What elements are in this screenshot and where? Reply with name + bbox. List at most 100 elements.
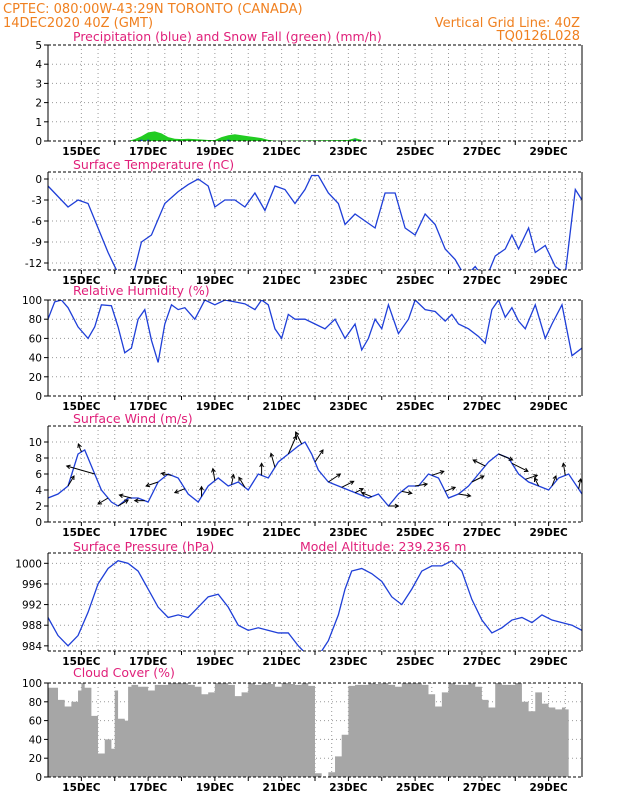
precip-bar — [227, 139, 230, 141]
wind-vector — [431, 470, 444, 476]
precip-y-tick-label: 3 — [35, 78, 42, 90]
wind-vector-head — [133, 498, 139, 504]
rh-y-tick-label: 0 — [35, 391, 42, 403]
wind-vector — [498, 453, 513, 461]
wind-vector — [119, 494, 132, 499]
header-line2-left: 14DEC2020 40Z (GMT) — [3, 16, 153, 31]
temp-x-tick-label: 15DEC — [62, 275, 101, 287]
precip-y-tick-label: 1 — [35, 117, 42, 129]
cloud-y-tick-label: 60 — [29, 716, 42, 728]
rh-title: Relative Humidity (%) — [73, 283, 210, 298]
wind-vector-head — [451, 486, 457, 491]
cloud-x-tick-label: 29DEC — [530, 782, 569, 794]
temp-x-tick-label: 29DEC — [530, 275, 569, 287]
wind-y-tick-label: 2 — [35, 501, 42, 513]
wind-vector — [161, 472, 172, 476]
precip-x-tick-label: 21DEC — [263, 146, 302, 158]
precip-y-tick-label: 2 — [35, 98, 42, 110]
precip-x-tick-label: 23DEC — [329, 146, 368, 158]
pressure-x-tick-label: 17DEC — [129, 656, 168, 668]
wind-vector-head — [230, 473, 236, 479]
rh-y-tick-label: 100 — [22, 295, 42, 307]
wind-vector — [578, 478, 582, 490]
temp-y-tick-label: -6 — [32, 216, 43, 228]
wind-vector-head — [360, 491, 366, 497]
wind-y-tick-label: 10 — [29, 437, 42, 449]
precip-x-tick-label: 19DEC — [196, 146, 235, 158]
wind-vector — [117, 499, 129, 507]
wind-vector-head — [124, 499, 129, 504]
wind-vector-head — [439, 470, 445, 475]
pressure-x-tick-label: 27DEC — [463, 656, 502, 668]
cloud-x-tick-label: 25DEC — [396, 782, 435, 794]
precip-bar — [354, 139, 357, 141]
wind-vector — [212, 468, 216, 481]
precip-x-tick-label: 29DEC — [530, 146, 569, 158]
wind-vector — [458, 493, 471, 497]
snowfall-area — [128, 131, 362, 141]
rh-x-tick-label: 21DEC — [263, 401, 302, 413]
cloud-x-tick-label: 15DEC — [62, 782, 101, 794]
wind-vector-head — [533, 474, 539, 479]
wind-vector — [354, 488, 364, 494]
wind-vector-head — [292, 435, 298, 441]
wind-vector — [534, 477, 540, 487]
wind-y-tick-label: 6 — [35, 469, 42, 481]
wind-x-tick-label: 23DEC — [329, 527, 368, 539]
precip-y-tick-label: 5 — [35, 40, 42, 52]
rh-y-tick-label: 60 — [29, 333, 42, 345]
wind-vector-head — [577, 477, 583, 483]
wind-x-tick-label: 25DEC — [396, 527, 435, 539]
wind-vector — [77, 443, 82, 453]
cloud-y-tick-label: 100 — [22, 678, 42, 690]
cloud-x-tick-label: 23DEC — [329, 782, 368, 794]
wind-vector-head — [479, 475, 485, 480]
wind-vector — [511, 462, 529, 472]
wind-vector — [562, 463, 566, 476]
wind-vector-head — [533, 477, 539, 483]
rh-y-tick-label: 80 — [29, 314, 42, 326]
wind-vector-head — [145, 482, 151, 488]
wind-vector — [401, 490, 412, 494]
wind-vector — [287, 435, 297, 455]
rh-x-tick-label: 15DEC — [62, 401, 101, 413]
wind-vector — [66, 465, 95, 475]
pressure-y-tick-label: 996 — [22, 579, 42, 591]
temp-title: Surface Temperature (nC) — [73, 157, 234, 172]
wind-x-tick-label: 15DEC — [62, 527, 101, 539]
wind-vector — [444, 486, 456, 492]
rh-x-tick-label: 19DEC — [196, 401, 235, 413]
wind-vector-head — [319, 449, 324, 455]
rh-x-tick-label: 27DEC — [463, 401, 502, 413]
precip-y-tick-label: 0 — [35, 136, 42, 148]
wind-vector — [295, 431, 303, 445]
temp-x-tick-label: 21DEC — [263, 275, 302, 287]
temp-x-tick-label: 17DEC — [129, 275, 168, 287]
rh-y-tick-label: 20 — [29, 372, 42, 384]
wind-vector-head — [259, 462, 264, 468]
wind-y-tick-label: 0 — [35, 517, 42, 529]
precip-bar — [147, 139, 150, 141]
pressure-x-tick-label: 29DEC — [530, 656, 569, 668]
wind-vector-head — [173, 489, 179, 494]
temp-y-tick-label: -12 — [25, 258, 42, 270]
rh-x-tick-label: 25DEC — [396, 401, 435, 413]
wind-vector-head — [77, 443, 82, 449]
wind-vector — [415, 483, 428, 487]
wind-vector — [341, 480, 354, 488]
wind-vector-head — [466, 493, 472, 498]
wind-vector-head — [160, 471, 166, 477]
wind-x-tick-label: 29DEC — [530, 527, 569, 539]
wind-vector-head — [211, 467, 216, 473]
rh-x-tick-label: 23DEC — [329, 401, 368, 413]
wind-x-tick-label: 19DEC — [196, 527, 235, 539]
cloud-y-tick-label: 0 — [35, 772, 42, 784]
wind-x-tick-label: 17DEC — [129, 527, 168, 539]
pressure-x-tick-label: 21DEC — [263, 656, 302, 668]
rh-series-line — [48, 300, 582, 363]
precip-y-tick-label: 4 — [35, 59, 42, 71]
pressure-series-line — [48, 559, 582, 651]
pressure-y-tick-label: 988 — [22, 620, 42, 632]
header-line1-left: CPTEC: 080:00W-43:29N TORONTO (CANADA) — [3, 2, 303, 17]
